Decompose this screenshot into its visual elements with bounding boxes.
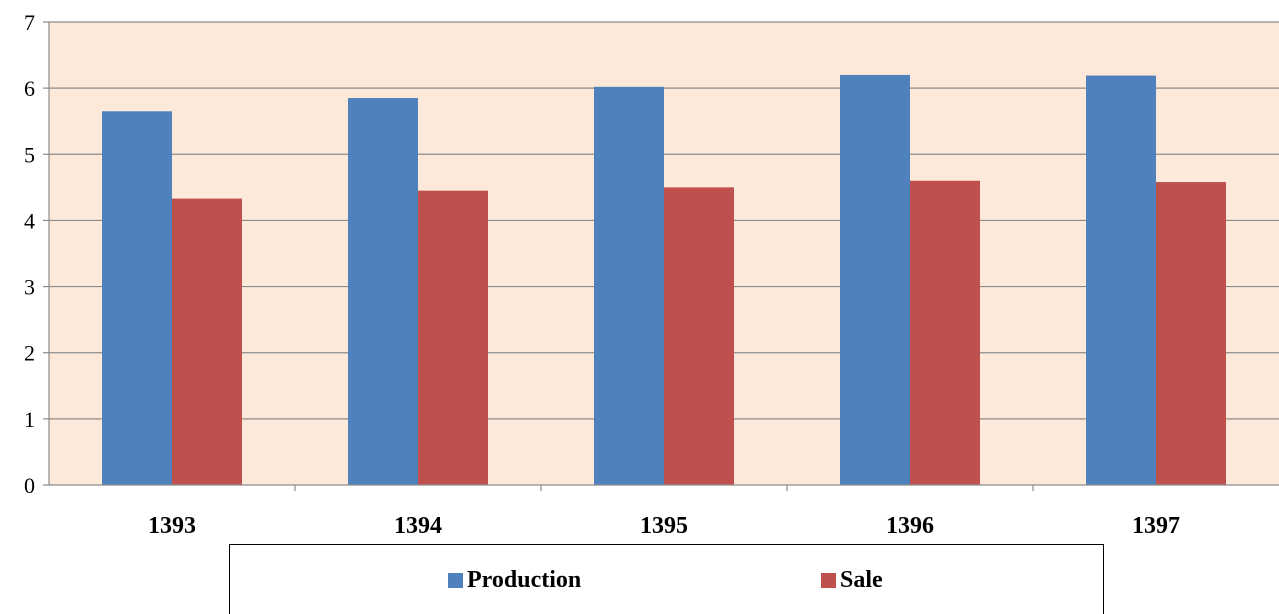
y-tick-label: 0: [24, 473, 35, 498]
y-tick-label: 4: [24, 208, 35, 233]
y-tick-label: 3: [24, 275, 35, 300]
bar-sale-1396: [910, 180, 980, 485]
y-tick-label: 5: [24, 142, 35, 167]
bars: [102, 74, 1226, 486]
y-axis-tick-labels: 0 1 2 3 4 5 6 7: [24, 10, 35, 498]
bar-production-1394: [348, 98, 418, 486]
y-tick-label: 2: [24, 341, 35, 366]
bar-sale-1397: [1156, 182, 1226, 485]
bar-sale-1394: [418, 190, 488, 485]
axes: [43, 21, 1279, 491]
bar-production-1393: [102, 111, 172, 486]
legend: Production Sale: [229, 544, 1104, 614]
legend-label-production: Production: [467, 567, 582, 593]
x-category-label: 1396: [886, 513, 934, 539]
x-category-label: 1397: [1132, 513, 1180, 539]
bar-production-1396: [840, 74, 910, 486]
bar-production-1395: [594, 86, 664, 485]
bar-sale-1395: [664, 187, 734, 485]
y-tick-label: 6: [24, 76, 35, 101]
x-category-label: 1395: [640, 513, 688, 539]
legend-label-sale: Sale: [840, 567, 883, 593]
x-category-label: 1393: [148, 513, 196, 539]
x-category-label: 1394: [394, 513, 442, 539]
bar-sale-1393: [172, 198, 242, 485]
legend-item-sale: Sale: [821, 567, 883, 594]
y-tick-label: 1: [24, 407, 35, 432]
bar-production-1397: [1086, 75, 1156, 485]
x-axis-category-labels: 1393 1394 1395 1396 1397: [148, 513, 1180, 539]
legend-item-production: Production: [448, 567, 581, 594]
legend-swatch-sale: [821, 573, 836, 588]
legend-swatch-production: [448, 573, 463, 588]
y-tick-label: 7: [24, 10, 35, 35]
